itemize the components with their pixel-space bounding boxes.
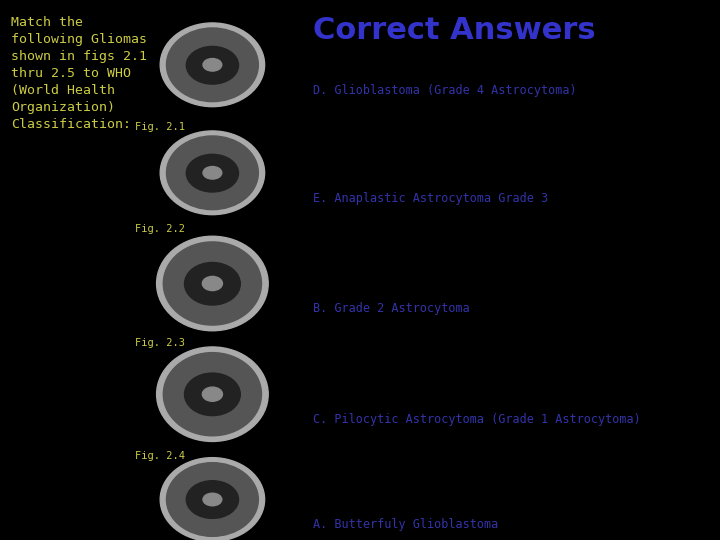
Text: D. Glioblastoma (Grade 4 Astrocytoma): D. Glioblastoma (Grade 4 Astrocytoma) (313, 84, 577, 97)
Ellipse shape (184, 373, 240, 416)
Ellipse shape (203, 493, 222, 506)
Ellipse shape (163, 242, 261, 325)
Ellipse shape (202, 276, 222, 291)
Ellipse shape (153, 345, 271, 443)
Ellipse shape (160, 23, 265, 107)
Text: Match the
following Gliomas
shown in figs 2.1
thru 2.5 to WHO
(World Health
Orga: Match the following Gliomas shown in fig… (11, 16, 147, 131)
Ellipse shape (153, 234, 271, 333)
Ellipse shape (156, 347, 268, 442)
Ellipse shape (157, 21, 267, 109)
Text: Fig. 2.1: Fig. 2.1 (135, 122, 185, 132)
Ellipse shape (157, 129, 267, 217)
Text: E. Anaplastic Astrocytoma Grade 3: E. Anaplastic Astrocytoma Grade 3 (313, 192, 549, 205)
Text: C. Pilocytic Astrocytoma (Grade 1 Astrocytoma): C. Pilocytic Astrocytoma (Grade 1 Astroc… (313, 413, 641, 426)
Text: Fig. 2.4: Fig. 2.4 (135, 451, 185, 461)
Ellipse shape (186, 481, 238, 518)
Ellipse shape (186, 46, 238, 84)
Ellipse shape (186, 154, 238, 192)
Ellipse shape (166, 463, 258, 536)
Ellipse shape (163, 353, 261, 436)
Ellipse shape (166, 28, 258, 102)
Ellipse shape (157, 455, 267, 540)
Ellipse shape (184, 262, 240, 305)
Text: Correct Answers: Correct Answers (313, 16, 596, 45)
Ellipse shape (160, 458, 265, 540)
Ellipse shape (160, 131, 265, 214)
Ellipse shape (203, 166, 222, 179)
Ellipse shape (202, 387, 222, 401)
Ellipse shape (203, 58, 222, 71)
Text: Fig. 2.2: Fig. 2.2 (135, 224, 185, 234)
Ellipse shape (166, 136, 258, 210)
Text: Fig. 2.3: Fig. 2.3 (135, 338, 185, 348)
Ellipse shape (156, 237, 268, 330)
Text: A. Butterfuly Glioblastoma: A. Butterfuly Glioblastoma (313, 518, 498, 531)
Text: B. Grade 2 Astrocytoma: B. Grade 2 Astrocytoma (313, 302, 470, 315)
